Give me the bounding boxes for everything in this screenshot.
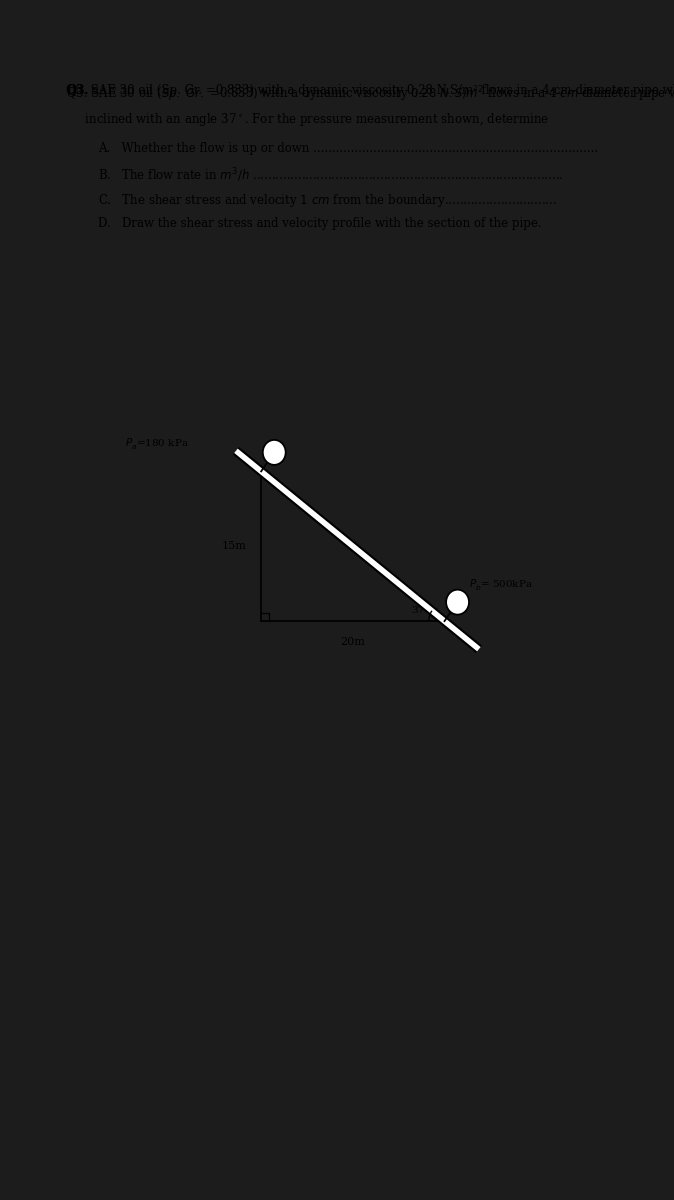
Text: 20m: 20m <box>340 637 365 647</box>
Text: B.   The flow rate in $m^3/h$ ..................................................: B. The flow rate in $m^3/h$ ............… <box>98 167 563 185</box>
Text: Q3. SAE 30 oil (Sp. Gr. =0.833) with a dynamic viscosity 0.28 N.S/m² flows in a : Q3. SAE 30 oil (Sp. Gr. =0.833) with a d… <box>66 84 674 97</box>
Circle shape <box>446 589 469 614</box>
Text: D.   Draw the shear stress and velocity profile with the section of the pipe.: D. Draw the shear stress and velocity pr… <box>98 217 541 229</box>
Text: 15m: 15m <box>222 541 247 551</box>
Circle shape <box>263 440 286 464</box>
Text: C.   The shear stress and velocity $1\ \mathit{cm}$ from the boundary...........: C. The shear stress and velocity $1\ \ma… <box>98 192 557 209</box>
Text: Q3.: Q3. <box>66 84 89 97</box>
Text: Q3. SAE 30 oil ($\mathit{Sp.\ Gr.}$ =0.833) with a dynamic viscosity $0.28\ N.S/: Q3. SAE 30 oil ($\mathit{Sp.\ Gr.}$ =0.8… <box>66 84 674 104</box>
Text: $P_a^{}$=180 kPa: $P_a^{}$=180 kPa <box>125 436 189 450</box>
Text: A.   Whether the flow is up or down ............................................: A. Whether the flow is up or down ......… <box>98 142 598 155</box>
Text: 37°: 37° <box>411 606 430 614</box>
Text: inclined with an angle 37$^\circ$. For the pressure measurement shown, determine: inclined with an angle 37$^\circ$. For t… <box>66 110 549 127</box>
Text: $P_b^{}$= 500kPa: $P_b^{}$= 500kPa <box>469 577 533 592</box>
